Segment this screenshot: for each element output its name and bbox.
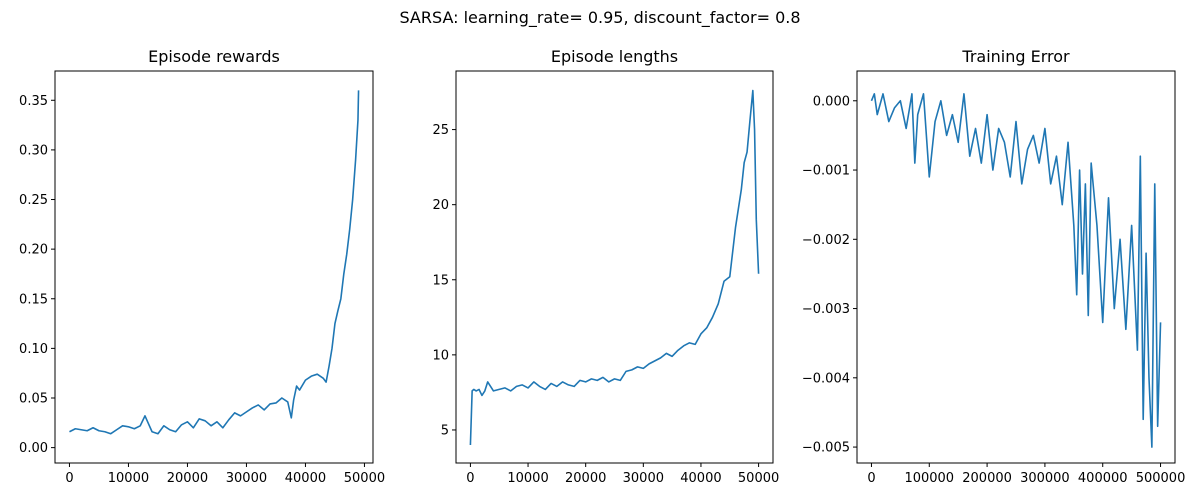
x-tick-label: 20000	[565, 471, 606, 486]
x-tick-label: 50000	[344, 471, 385, 486]
x-tick-label: 40000	[285, 471, 326, 486]
plot-area	[455, 70, 774, 464]
y-tick-label: −0.004	[802, 371, 850, 386]
x-tick-label: 20000	[167, 471, 208, 486]
series-line	[69, 90, 360, 435]
x-tick-label: 500000	[1136, 471, 1186, 486]
y-tick-label: 0.10	[19, 342, 48, 357]
plot-area	[54, 70, 374, 464]
y-tick-label: 5	[441, 423, 449, 438]
y-tick-label: 0.05	[19, 391, 48, 406]
y-tick-label: 0.00	[19, 441, 48, 456]
x-tick-label: 0	[466, 471, 474, 486]
x-tick-label: 100000	[904, 471, 954, 486]
x-tick-label: 10000	[507, 471, 548, 486]
y-tick-label: 0.20	[19, 243, 48, 258]
panel-title: Episode lengths	[551, 47, 678, 66]
panel-episode-lengths: Episode lengths 0 10000 20000 30000 40000 500…	[432, 47, 779, 486]
y-tick-label: 0.15	[19, 292, 48, 307]
x-tick-label: 0	[867, 471, 875, 486]
panel-title: Training Error	[961, 47, 1070, 66]
y-tick-label: −0.002	[802, 233, 850, 248]
y-tick-label: 20	[432, 198, 449, 213]
x-tick-label: 50000	[738, 471, 779, 486]
y-tick-label: 15	[432, 273, 449, 288]
y-tick-label: −0.003	[802, 302, 850, 317]
y-tick-label: 0.35	[19, 94, 48, 109]
x-tick-label: 40000	[680, 471, 721, 486]
y-tick-label: 0.000	[813, 94, 850, 109]
panel-training-error: Training Error 0 100000 200000 300000 400000…	[802, 47, 1185, 486]
y-tick-label: −0.005	[802, 441, 850, 456]
y-tick-label: 10	[432, 348, 449, 363]
x-tick-label: 300000	[1020, 471, 1070, 486]
figure-title: SARSA: learning_rate= 0.95, discount_fac…	[399, 8, 800, 28]
plot-area	[856, 70, 1176, 464]
x-tick-label: 30000	[226, 471, 267, 486]
x-tick-label: 0	[65, 471, 73, 486]
y-tick-label: 0.25	[19, 193, 48, 208]
y-tick-label: 0.30	[19, 143, 48, 158]
x-tick-label: 200000	[962, 471, 1012, 486]
x-tick-label: 30000	[623, 471, 664, 486]
x-tick-label: 10000	[108, 471, 149, 486]
series-line	[469, 89, 760, 446]
panel-title: Episode rewards	[148, 47, 280, 66]
y-tick-label: −0.001	[802, 164, 850, 179]
series-line	[870, 93, 1162, 448]
y-tick-label: 25	[432, 123, 449, 138]
panel-episode-rewards: Episode rewards 0 10000 20000 30000 40000 500…	[19, 47, 385, 486]
x-tick-label: 400000	[1078, 471, 1128, 486]
